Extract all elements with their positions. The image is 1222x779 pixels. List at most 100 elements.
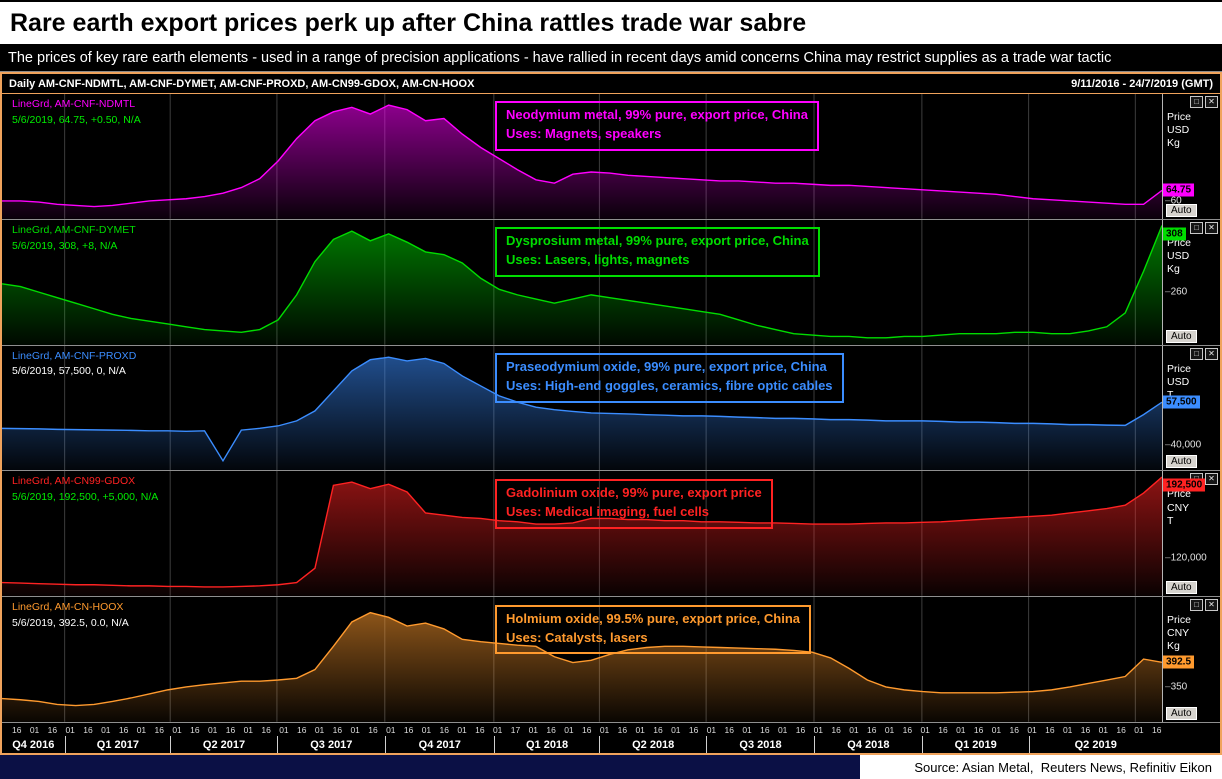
headline: Rare earth export prices perk up after C… xyxy=(10,8,807,37)
close-icon[interactable]: ✕ xyxy=(1205,96,1218,108)
legend-series-name[interactable]: LineGrd, AM-CN99-GDOX xyxy=(12,475,136,488)
price-area-chart xyxy=(2,94,1162,219)
x-tick-label: 16 xyxy=(617,724,628,735)
panel-window-buttons: □ ✕ xyxy=(1190,221,1218,234)
price-area-chart xyxy=(2,471,1162,597)
price-line xyxy=(2,225,1162,337)
price-axis[interactable]: □ ✕ Price USD Kg 308 260 Auto xyxy=(1162,219,1220,345)
price-axis[interactable]: □ ✕ Price USD T 57,500 40,000 Auto xyxy=(1162,345,1220,471)
restore-icon[interactable]: □ xyxy=(1190,96,1203,108)
close-icon[interactable]: ✕ xyxy=(1205,221,1218,234)
annotation-title: Neodymium metal, 99% pure, export price,… xyxy=(506,107,808,123)
price-axis[interactable]: □ ✕ Price USD Kg 64.75 60 Auto xyxy=(1162,94,1220,219)
legend-series-name[interactable]: LineGrd, AM-CNF-PROXD xyxy=(12,349,137,362)
x-tick-label: 01 xyxy=(457,724,467,735)
price-line xyxy=(2,613,1162,706)
x-tick-label: 16 xyxy=(795,724,806,735)
chart-toolbar: Daily AM-CNF-NDMTL, AM-CNF-DYMET, AM-CNF… xyxy=(2,74,1220,94)
x-tick-label: 01 xyxy=(421,724,432,735)
auto-scale-button[interactable]: Auto xyxy=(1166,581,1197,595)
plot-area[interactable]: LineGrd, AM-CN-HOOX 5/6/2019, 392.5, 0.0… xyxy=(2,597,1162,722)
area-fill xyxy=(2,356,1162,471)
x-tick-label: 17 xyxy=(510,724,521,735)
x-tick-label: 16 xyxy=(1009,724,1019,735)
x-axis-minor-labels: 16 01 16 01 16 01 16 01 16 01 16 01 16 01 16 01 16 01 16 01… xyxy=(2,723,1220,736)
quarter-label: Q2 2019 xyxy=(1028,736,1162,753)
quarter-label: Q3 2017 xyxy=(276,736,385,753)
x-tick-label: 01 xyxy=(207,724,218,735)
close-icon[interactable]: ✕ xyxy=(1205,347,1218,360)
chart-legend: LineGrd, AM-CN99-GDOX 5/6/2019, 192,500,… xyxy=(12,474,158,506)
axis-tick-label: 260 xyxy=(1165,286,1188,297)
x-axis-quarter-labels: Q4 2016 Q1 2017 Q2 2017 Q3 2017 Q4 2017 Q1 20… xyxy=(2,736,1220,753)
annotation-uses: Uses: Catalysts, lasers xyxy=(506,629,648,645)
panels-stack: LineGrd, AM-CNF-NDMTL 5/6/2019, 64.75, +… xyxy=(2,94,1220,723)
close-icon[interactable]: ✕ xyxy=(1205,473,1218,486)
x-tick-label: 16 xyxy=(653,724,663,735)
price-line xyxy=(2,105,1162,206)
panel-window-buttons: □ ✕ xyxy=(1190,96,1218,108)
x-tick-label: 16 xyxy=(439,724,449,735)
x-tick-label: 01 xyxy=(386,724,396,735)
chart-panel: LineGrd, AM-CNF-NDMTL 5/6/2019, 64.75, +… xyxy=(2,94,1220,220)
legend-latest-values: 5/6/2019, 192,500, +5,000, N/A xyxy=(12,491,159,504)
x-tick-label: 16 xyxy=(83,724,93,735)
plot-area[interactable]: LineGrd, AM-CNF-PROXD 5/6/2019, 57,500, … xyxy=(2,346,1162,471)
annotation-uses: Uses: Lasers, lights, magnets xyxy=(506,252,690,268)
auto-scale-button[interactable]: Auto xyxy=(1166,706,1197,720)
x-tick-label: 16 xyxy=(368,724,378,735)
x-tick-label: 01 xyxy=(813,724,824,735)
price-axis[interactable]: □ ✕ Price CNY T 192,500 120,000 Auto xyxy=(1162,471,1220,597)
quarter-label: Q2 2018 xyxy=(599,736,706,753)
plot-area[interactable]: LineGrd, AM-CNF-DYMET 5/6/2019, 308, +8,… xyxy=(2,220,1162,345)
x-tick-label: 01 xyxy=(350,724,360,735)
footer-bar: Source: Asian Metal, Reuters News, Refin… xyxy=(0,755,1222,779)
legend-series-name[interactable]: LineGrd, AM-CNF-NDMTL xyxy=(12,98,136,110)
quarter-label: Q4 2018 xyxy=(813,736,922,753)
quarter-label: Q1 2017 xyxy=(64,736,171,753)
auto-scale-button[interactable]: Auto xyxy=(1166,329,1197,343)
subtitle-bar: The prices of key rare earth elements - … xyxy=(0,44,1222,72)
price-area-chart xyxy=(2,220,1162,345)
x-tick-label: 01 xyxy=(136,724,147,735)
chart-panel: LineGrd, AM-CN99-GDOX 5/6/2019, 192,500,… xyxy=(2,471,1220,598)
price-line xyxy=(2,477,1162,587)
legend-series-name[interactable]: LineGrd, AM-CN-HOOX xyxy=(12,601,124,614)
annotation-title: Praseodymium oxide, 99% pure, export pri… xyxy=(506,359,827,375)
annotation-box: Dysprosium metal, 99% pure, export price… xyxy=(495,227,820,277)
x-tick-label: 16 xyxy=(546,724,556,735)
date-range[interactable]: 9/11/2016 - 24/7/2019 (GMT) xyxy=(1071,77,1213,90)
auto-scale-button[interactable]: Auto xyxy=(1166,455,1197,469)
source-credit: Source: Asian Metal, Reuters News, Refin… xyxy=(860,755,1222,779)
x-tick-label: 01 xyxy=(920,724,930,735)
restore-icon[interactable]: □ xyxy=(1190,347,1203,360)
close-icon[interactable]: ✕ xyxy=(1205,599,1218,612)
chart-panel: LineGrd, AM-CNF-PROXD 5/6/2019, 57,500, … xyxy=(2,345,1220,472)
annotation-box: Praseodymium oxide, 99% pure, export pri… xyxy=(495,353,844,403)
x-tick-label: 16 xyxy=(973,724,984,735)
x-tick-label: 01 xyxy=(1062,724,1073,735)
plot-area[interactable]: LineGrd, AM-CN99-GDOX 5/6/2019, 192,500,… xyxy=(2,471,1162,597)
x-tick-label: 16 xyxy=(190,724,200,735)
price-axis[interactable]: □ ✕ Price CNY Kg 392.5 350 Auto xyxy=(1162,597,1220,722)
x-tick-label: 16 xyxy=(902,724,913,735)
x-tick-label: 01 xyxy=(706,724,717,735)
annotation-box: Holmium oxide, 99.5% pure, export price,… xyxy=(495,604,812,655)
restore-icon[interactable]: □ xyxy=(1190,221,1203,234)
instrument-list[interactable]: Daily AM-CNF-NDMTL, AM-CNF-DYMET, AM-CNF… xyxy=(9,77,475,90)
x-tick-label: 01 xyxy=(279,724,289,735)
x-tick-label: 16 xyxy=(1116,724,1126,735)
annotation-uses: Uses: High-end goggles, ceramics, fibre … xyxy=(506,377,833,393)
restore-icon[interactable]: □ xyxy=(1190,599,1203,612)
x-tick-label: 16 xyxy=(1080,724,1091,735)
legend-series-name[interactable]: LineGrd, AM-CNF-DYMET xyxy=(12,223,136,236)
x-tick-label: 01 xyxy=(492,724,503,735)
x-tick-label: 01 xyxy=(777,724,788,735)
auto-scale-button[interactable]: Auto xyxy=(1166,203,1197,217)
x-tick-label: 01 xyxy=(29,724,40,735)
last-price-badge: 64.75 xyxy=(1163,183,1195,197)
x-tick-label: 16 xyxy=(475,724,485,735)
headline-bar: Rare earth export prices perk up after C… xyxy=(0,0,1222,44)
plot-area[interactable]: LineGrd, AM-CNF-NDMTL 5/6/2019, 64.75, +… xyxy=(2,94,1162,219)
